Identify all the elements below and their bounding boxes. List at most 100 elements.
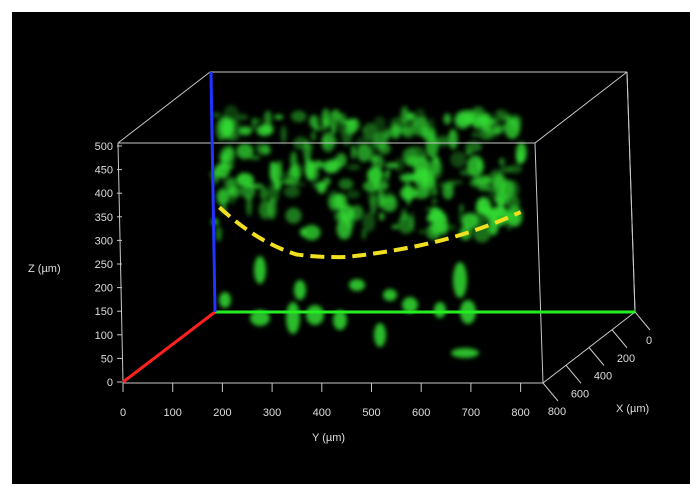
x-tick-label: 200 <box>617 353 635 365</box>
signal-blob <box>344 211 355 229</box>
signal-blob <box>351 145 356 160</box>
signal-blob <box>255 142 266 152</box>
z-axis-line <box>209 71 217 313</box>
signal-blob <box>504 117 521 140</box>
signal-blob <box>373 180 389 191</box>
signal-blob <box>381 195 398 212</box>
signal-blob <box>385 162 400 169</box>
x-tick <box>634 311 651 331</box>
signal-blob <box>429 207 441 223</box>
signal-blob <box>398 213 414 234</box>
signal-blob <box>224 145 235 167</box>
signal-blob <box>453 262 467 298</box>
z-tick-label: 0 <box>107 377 113 389</box>
signal-blob <box>475 206 488 213</box>
signal-blob <box>333 310 347 330</box>
signal-blob <box>361 228 367 240</box>
x-tick <box>565 364 582 384</box>
signal-blob <box>515 150 524 165</box>
signal-blob <box>451 348 479 358</box>
signal-blob <box>401 127 415 138</box>
signal-blob <box>371 154 385 171</box>
signal-blob <box>259 186 269 201</box>
z-axis-label: Z (µm) <box>28 263 61 275</box>
signal-blob <box>471 131 480 138</box>
signal-blob <box>270 161 280 182</box>
signal-blob <box>273 114 284 120</box>
signal-blob <box>306 305 324 325</box>
x-tick <box>542 382 559 402</box>
signal-blob <box>473 211 488 226</box>
box-edge <box>626 71 636 313</box>
x-axis-line <box>122 310 216 384</box>
signal-blob <box>330 109 341 122</box>
signal-blob <box>450 151 467 168</box>
z-tick-label: 500 <box>95 141 113 153</box>
z-tick-label: 250 <box>95 259 113 271</box>
y-tick-label: 300 <box>263 407 281 419</box>
signal-blob <box>508 164 523 174</box>
signal-blob <box>389 117 407 135</box>
signal-blob <box>362 122 377 141</box>
signal-blob <box>276 171 289 184</box>
x-tick-label: 600 <box>571 388 589 400</box>
y-tick-label: 400 <box>313 407 331 419</box>
signal-blob <box>415 149 427 161</box>
y-tick-label: 200 <box>213 407 231 419</box>
signal-blob <box>469 177 483 188</box>
signal-blob <box>446 179 464 185</box>
z-tick-label: 400 <box>95 188 113 200</box>
box-edge <box>117 142 124 384</box>
signal-blob <box>316 181 327 194</box>
z-tick-label: 450 <box>95 165 113 177</box>
x-tick-label: 400 <box>594 371 612 383</box>
signal-blob <box>500 179 515 199</box>
signal-blob <box>426 189 439 196</box>
signal-blob <box>486 209 498 221</box>
signal-blob <box>227 187 237 205</box>
signal-blob <box>481 113 493 133</box>
y-tick-label: 500 <box>362 407 380 419</box>
signal-blob <box>440 213 448 236</box>
signal-blob <box>263 110 272 127</box>
signal-blob <box>459 203 464 212</box>
axis-ticks: 0 50 100 150 200 250 300 350 400 450 500 0 100 200 300… <box>95 141 652 419</box>
signal-blob <box>314 125 328 131</box>
signal-blob <box>323 160 339 174</box>
signal-blob <box>506 224 512 231</box>
signal-blob <box>249 155 261 160</box>
signal-blob <box>409 146 423 152</box>
box-edge <box>534 71 628 144</box>
y-axis-label: Y (µm) <box>312 432 345 444</box>
signal-blob <box>466 155 484 177</box>
signal-blob <box>450 223 456 231</box>
signal-blob <box>309 115 319 128</box>
signal-blob <box>219 292 231 308</box>
signal-blob <box>448 128 458 150</box>
signal-blob <box>385 169 390 177</box>
signal-blob <box>426 223 442 240</box>
signal-blob <box>215 226 223 242</box>
signal-blob <box>402 297 418 313</box>
box-edge <box>534 142 544 384</box>
signal-blob <box>246 195 253 217</box>
signal-blob <box>305 160 315 180</box>
signal-blob <box>429 159 443 180</box>
signal-blob <box>391 224 400 230</box>
signal-blob <box>346 189 361 199</box>
signal-blob <box>378 212 385 221</box>
signal-blob <box>432 198 437 205</box>
signal-blob <box>341 129 352 146</box>
signal-blob <box>241 183 256 200</box>
y-tick-label: 600 <box>412 407 430 419</box>
signal-blob <box>488 185 493 199</box>
signal-blob <box>414 108 427 129</box>
signal-blob <box>367 167 383 183</box>
signal-blob <box>211 112 222 118</box>
signal-blob <box>290 110 307 123</box>
signal-blob <box>465 141 482 153</box>
signal-blob <box>294 280 306 300</box>
x-tick-label: 0 <box>646 335 652 347</box>
